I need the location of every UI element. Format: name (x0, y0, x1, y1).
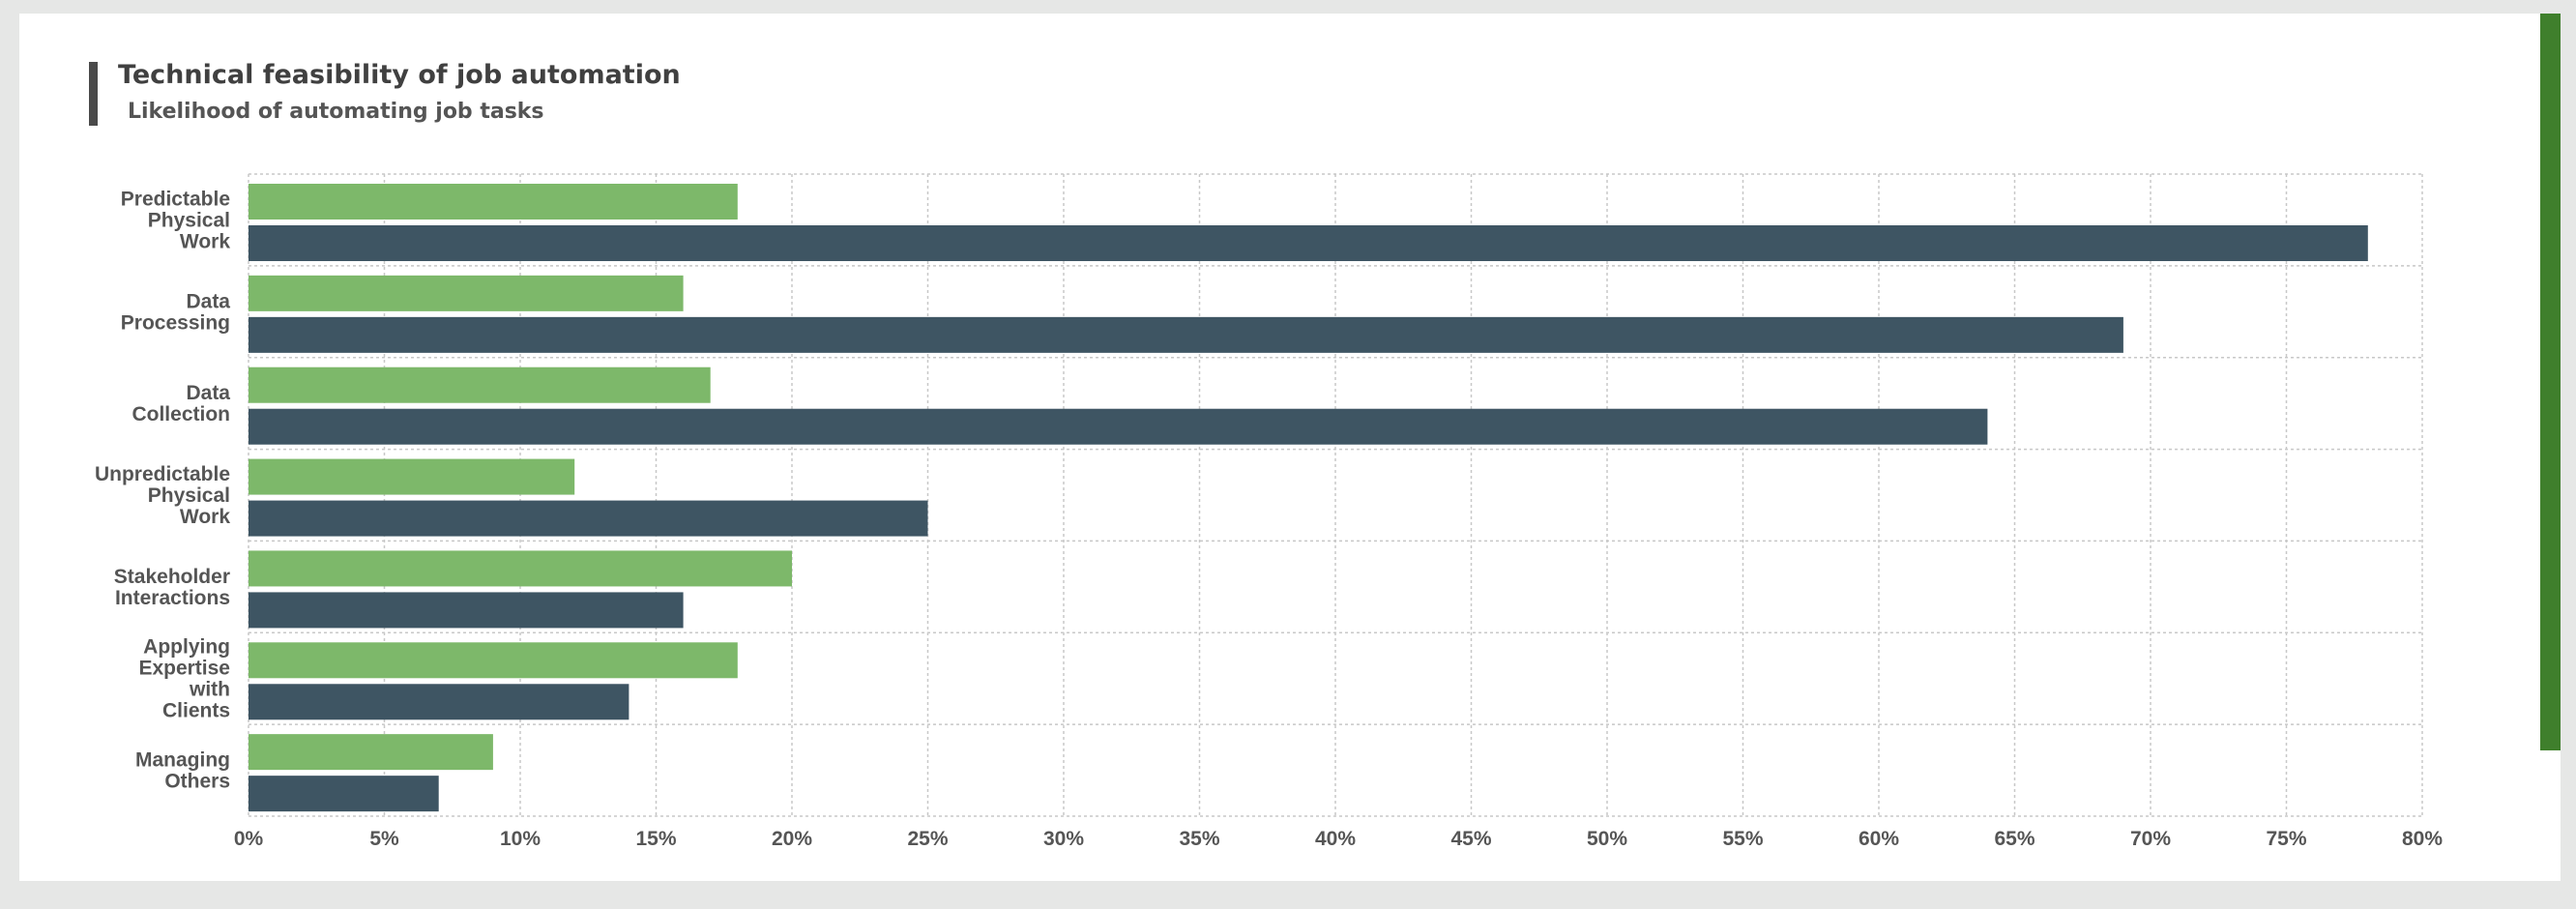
bar-series-2 (249, 776, 439, 812)
x-tick-label: 35% (1179, 828, 1219, 850)
x-tick-label: 60% (1859, 828, 1899, 850)
category-labels: Predictable Physical Work Data Processing Dat… (95, 188, 230, 792)
x-tick-label: 15% (635, 828, 676, 850)
x-axis-ticks: 0% 5% 10% 15% 20% 25% 30% 35% 40% 45% 50% 55% 60% 65%… (234, 828, 2444, 850)
x-tick-label: 50% (1587, 828, 1627, 850)
accent-side-bar (2540, 14, 2561, 750)
category-label: Applying Expertise with Clients (138, 636, 230, 722)
x-tick-label: 10% (500, 828, 541, 850)
bar-series-2 (249, 684, 629, 720)
x-tick-label: 70% (2130, 828, 2171, 850)
x-tick-label: 20% (772, 828, 812, 850)
bar-series-2 (249, 225, 2368, 261)
bar-series-2 (249, 500, 928, 537)
bars (249, 184, 2368, 812)
chart-subtitle: Likelihood of automating job tasks (128, 100, 544, 124)
category-label: Predictable Physical Work (121, 188, 231, 252)
category-label: Data Collection (132, 382, 230, 425)
bar-series-2 (249, 408, 1988, 445)
x-tick-label: 40% (1315, 828, 1356, 850)
category-label: Data Processing (121, 290, 231, 334)
bar-series-1 (249, 550, 792, 587)
bar-series-1 (249, 184, 738, 220)
bar-series-1 (249, 642, 738, 679)
x-tick-label: 55% (1722, 828, 1763, 850)
bar-series-1 (249, 458, 575, 495)
category-label: Managing Others (135, 749, 230, 793)
chart-title: Technical feasibility of job automation (118, 60, 681, 90)
bar-series-2 (249, 316, 2123, 353)
x-tick-label: 80% (2402, 828, 2443, 850)
bar-series-1 (249, 367, 711, 403)
bar-series-1 (249, 275, 684, 311)
x-tick-label: 65% (1994, 828, 2034, 850)
category-label: Unpredictable Physical Work (95, 463, 230, 528)
x-tick-label: 5% (369, 828, 399, 850)
bar-series-1 (249, 734, 493, 771)
x-tick-label: 30% (1043, 828, 1084, 850)
grid (248, 173, 2423, 817)
bar-series-2 (249, 592, 684, 629)
x-tick-label: 0% (234, 828, 264, 850)
x-tick-label: 75% (2266, 828, 2306, 850)
x-tick-label: 45% (1450, 828, 1491, 850)
x-tick-label: 25% (907, 828, 948, 850)
title-marker (89, 62, 98, 126)
category-label: Stakeholder Interactions (114, 566, 230, 609)
